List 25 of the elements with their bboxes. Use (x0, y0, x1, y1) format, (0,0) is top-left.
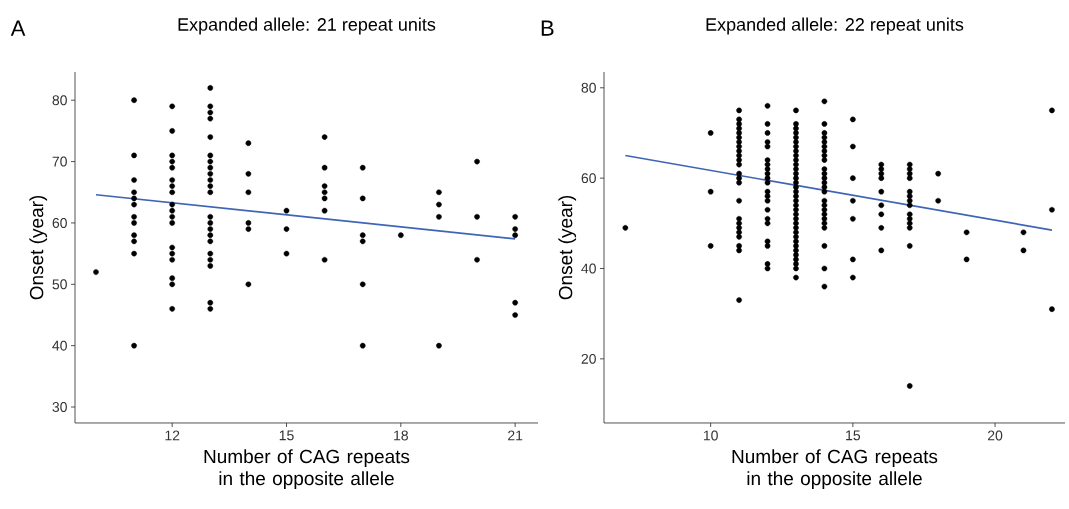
y-tick-label: 50 (52, 279, 67, 290)
y-axis-title: Onset (year) (558, 195, 577, 300)
x-tick-label: 10 (703, 430, 718, 441)
y-tick-label: 40 (52, 340, 67, 351)
x-tick-label: 12 (165, 430, 180, 441)
text: A (10, 20, 26, 36)
y-tick-label: 40 (581, 263, 596, 274)
x-tick-label: 15 (846, 430, 861, 441)
y-tick-label: 80 (581, 82, 596, 93)
y-axis-title: Onset (year) (29, 195, 48, 300)
y-tick-label: 20 (581, 353, 596, 364)
text: B (541, 20, 554, 36)
y-tick-label: 60 (52, 217, 67, 228)
chart-title: Expanded allele: 22 repeat units (706, 17, 964, 35)
x-tick-label: 20 (987, 430, 1003, 441)
y-tick-label: 30 (52, 402, 67, 412)
y-tick-label: 60 (581, 173, 596, 184)
x-tick-label: 18 (394, 430, 408, 441)
chart-title: Expanded allele: 21 repeat units (178, 17, 436, 35)
x-axis-title: Number of CAG repeats in the opposite allele (204, 449, 410, 489)
y-tick-label: 70 (52, 156, 67, 167)
y-tick-label: 80 (52, 95, 67, 106)
x-axis-title: Number of CAG repeats in the opposite allele (732, 449, 938, 489)
x-tick-label: 15 (279, 430, 294, 441)
x-tick-label: 21 (508, 430, 523, 441)
